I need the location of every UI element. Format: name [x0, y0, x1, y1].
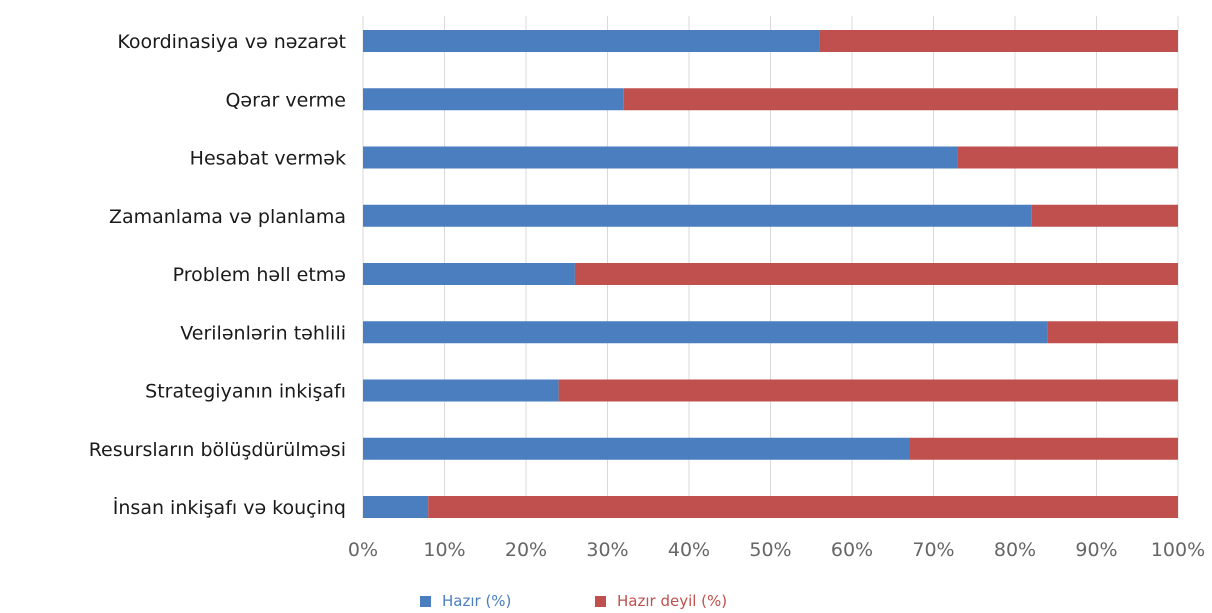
category-labels: Koordinasiya və nəzarət Qərar verme Hesaba… — [89, 31, 346, 519]
x-axis-tick-labels: 0% 10% 20% 30% 40% 50% 60% 70% 80% 90% 100% — [348, 539, 1205, 561]
x-tick-label: 60% — [831, 539, 873, 561]
bar-segment-hazir-deyil — [819, 30, 1178, 52]
category-label: Strategiyanın inkişafı — [145, 381, 346, 403]
category-label: Zamanlama və planlama — [109, 206, 346, 228]
category-label: İnsan inkişafı və kouçinq — [113, 496, 346, 519]
bar-segment-hazir — [363, 321, 1048, 344]
bar-segment-hazir-deyil — [957, 146, 1178, 169]
bar-segment-hazir — [363, 379, 559, 402]
bar-segment-hazir — [363, 437, 910, 460]
x-tick-label: 90% — [1075, 539, 1117, 561]
x-tick-label: 0% — [348, 539, 378, 561]
x-tick-label: 50% — [749, 539, 791, 561]
bar-segment-hazir — [363, 204, 1032, 227]
x-tick-label: 100% — [1151, 539, 1205, 561]
bar-segment-hazir-deyil — [1047, 321, 1178, 344]
x-tick-label: 70% — [912, 539, 954, 561]
x-tick-label: 80% — [994, 539, 1036, 561]
bar-segment-hazir-deyil — [558, 379, 1178, 402]
category-label: Resursların bölüşdürülməsi — [89, 439, 346, 461]
category-label: Verilənlərin təhlili — [180, 322, 346, 344]
x-tick-label: 20% — [505, 539, 547, 561]
x-tick-label: 10% — [423, 539, 465, 561]
bar-segment-hazir — [363, 496, 429, 518]
legend-label: Hazır deyil (%) — [617, 592, 727, 610]
bar-segment-hazir-deyil — [428, 496, 1178, 518]
bar-segment-hazir-deyil — [574, 263, 1178, 285]
bar-segment-hazir-deyil — [1031, 204, 1178, 227]
legend-label: Hazır (%) — [442, 592, 511, 610]
legend: Hazır (%) Hazır deyil (%) — [420, 592, 727, 610]
bar-segment-hazir-deyil — [623, 88, 1178, 111]
bar-segment-hazir — [363, 30, 820, 52]
bar-segment-hazir — [363, 146, 958, 169]
x-tick-label: 30% — [586, 539, 628, 561]
category-label: Hesabat vermək — [190, 148, 346, 170]
legend-swatch — [595, 596, 606, 607]
x-tick-label: 40% — [668, 539, 710, 561]
category-label: Problem həll etmə — [173, 264, 346, 286]
bar-segment-hazir-deyil — [909, 437, 1178, 460]
bars — [363, 30, 1178, 518]
bar-segment-hazir — [363, 88, 624, 111]
bar-segment-hazir — [363, 263, 575, 285]
category-label: Koordinasiya və nəzarət — [117, 31, 346, 53]
category-label: Qərar verme — [225, 89, 346, 111]
legend-swatch — [420, 596, 431, 607]
